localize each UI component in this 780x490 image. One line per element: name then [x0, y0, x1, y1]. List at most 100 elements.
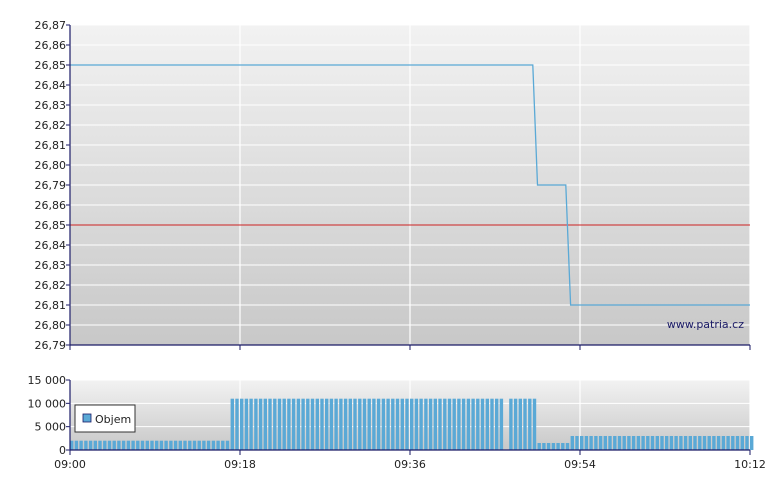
volume-bar: [391, 398, 395, 450]
volume-bar: [565, 443, 570, 450]
volume-x-tick-label: 09:00: [54, 458, 86, 471]
price-y-tick-label: 26,86: [35, 39, 67, 52]
volume-bar: [688, 436, 692, 450]
volume-bar: [121, 440, 126, 450]
volume-bar: [683, 436, 688, 450]
price-y-tick-label: 26,81: [35, 139, 67, 152]
volume-bar: [655, 436, 659, 450]
volume-bar: [580, 436, 584, 450]
volume-bar: [414, 398, 419, 450]
volume-bar: [310, 398, 315, 450]
volume-bar: [282, 398, 286, 450]
volume-bar: [631, 436, 636, 450]
volume-bar: [466, 398, 471, 450]
volume-bar: [240, 398, 244, 450]
volume-bar: [589, 436, 593, 450]
volume-bar: [627, 436, 631, 450]
price-y-tick-label: 26,79: [35, 179, 67, 192]
price-y-tick-label: 26,85: [35, 59, 67, 72]
volume-bar: [461, 398, 466, 450]
volume-bar: [584, 436, 589, 450]
volume-bar: [367, 398, 371, 450]
volume-bar: [740, 436, 744, 450]
volume-bar: [523, 398, 527, 450]
volume-bar: [537, 443, 541, 450]
price-y-tick-label: 26,87: [35, 19, 67, 32]
volume-bar: [693, 436, 697, 450]
volume-bar: [136, 440, 140, 450]
volume-bar: [79, 440, 83, 450]
volume-bar: [485, 398, 489, 450]
volume-bar: [173, 440, 178, 450]
legend-swatch: [82, 413, 92, 423]
volume-bar: [495, 398, 499, 450]
price-y-tick-label: 26,80: [35, 319, 67, 332]
volume-bar: [74, 440, 79, 450]
volume-bar: [221, 440, 225, 450]
volume-bar: [159, 440, 164, 450]
volume-bar: [745, 436, 749, 450]
volume-y-tick-label: 0: [59, 444, 66, 457]
volume-bar: [216, 440, 220, 450]
volume-bar: [192, 440, 197, 450]
price-series-line: [70, 64, 750, 306]
volume-bar: [150, 440, 154, 450]
volume-bar: [669, 436, 674, 450]
volume-bar: [112, 440, 116, 450]
volume-bar: [296, 398, 301, 450]
volume-bar: [735, 436, 740, 450]
volume-bar: [679, 436, 683, 450]
volume-bar: [660, 436, 664, 450]
volume-bar: [457, 398, 461, 450]
volume-y-tick-label: 5 000: [35, 421, 67, 434]
price-y-tick-label: 26,84: [35, 79, 67, 92]
volume-bar: [513, 398, 518, 450]
volume-bar: [532, 398, 537, 450]
volume-x-tick-label: 09:54: [564, 458, 596, 471]
volume-y-tick-label: 10 000: [28, 397, 67, 410]
volume-bar: [376, 398, 381, 450]
price-y-tick-label: 26,85: [35, 219, 67, 232]
volume-bar: [400, 398, 404, 450]
volume-bar: [419, 398, 423, 450]
volume-bar: [551, 443, 556, 450]
price-y-tick-label: 26,80: [35, 159, 67, 172]
volume-bar: [594, 436, 598, 450]
volume-bar: [480, 398, 485, 450]
price-y-tick-label: 26,83: [35, 259, 67, 272]
legend: Objem: [74, 404, 136, 433]
volume-bar: [617, 436, 622, 450]
volume-bar: [731, 436, 735, 450]
volume-bar: [518, 398, 522, 450]
volume-x-tick-label: 10:12: [734, 458, 766, 471]
price-y-tick-label: 26,79: [35, 339, 67, 352]
volume-bar: [575, 436, 579, 450]
volume-bar: [570, 436, 574, 450]
price-y-tick-label: 26,81: [35, 299, 67, 312]
volume-bar: [641, 436, 645, 450]
volume-bar: [70, 440, 74, 450]
volume-panel: 15 000 10 000 5 000 009:00 09:18 09:36 09:54 10…: [28, 374, 766, 471]
volume-bar: [556, 443, 560, 450]
volume-bar: [98, 440, 102, 450]
volume-bar: [646, 436, 650, 450]
volume-bar: [636, 436, 641, 450]
volume-bar: [542, 443, 546, 450]
volume-bar: [254, 398, 258, 450]
volume-bar: [372, 398, 376, 450]
volume-bar: [107, 440, 112, 450]
volume-bar: [386, 398, 390, 450]
volume-bar: [88, 440, 93, 450]
volume-bar: [268, 398, 272, 450]
volume-bar: [509, 398, 513, 450]
volume-bar: [178, 440, 182, 450]
volume-bar: [476, 398, 480, 450]
volume-bar: [622, 436, 626, 450]
volume-bar: [339, 398, 343, 450]
volume-bar: [405, 398, 409, 450]
volume-bar: [325, 398, 329, 450]
volume-bar: [306, 398, 310, 450]
volume-bar: [329, 398, 334, 450]
volume-bar: [395, 398, 400, 450]
